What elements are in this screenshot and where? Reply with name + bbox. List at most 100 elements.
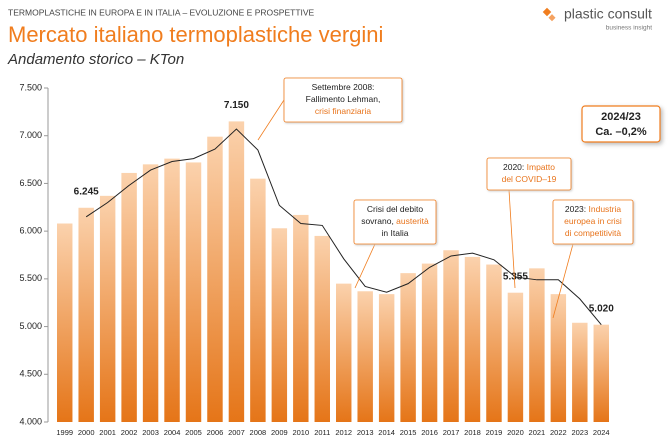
x-tick-label: 1999 (56, 428, 73, 437)
annotation-box (283, 77, 403, 123)
annotation-pointer (354, 243, 376, 289)
x-tick-label: 2011 (314, 428, 330, 437)
annotation-segment: del COVID–19 (502, 174, 557, 184)
bar (271, 228, 288, 422)
bar (507, 292, 524, 422)
bar (357, 291, 373, 422)
annotation-segment: Crisi del debito (367, 204, 423, 214)
x-tick-label: 2020 (507, 428, 524, 437)
x-tick-label: 2007 (228, 428, 245, 437)
bar (99, 195, 116, 422)
annotation-pointer (552, 243, 574, 319)
callout: 2024/23 Ca. –0,2% (581, 105, 661, 143)
callout-text: Ca. –0,2% (595, 126, 647, 138)
logo: plastic consult business insight (542, 6, 652, 32)
callout-title: 2024/23 (601, 111, 641, 123)
annotation-segment: crisi finanziaria (315, 106, 371, 116)
annotation-segment: sovrano, (361, 216, 396, 226)
x-tick-label: 2010 (292, 428, 309, 437)
x-tick-label: 2000 (78, 428, 95, 437)
bar (293, 214, 309, 422)
y-tick-label: 4.000 (19, 416, 42, 426)
x-tick-label: 2024 (593, 428, 610, 437)
x-tick-label: 2005 (185, 428, 202, 437)
annotation-text: Fallimento Lehman, (306, 94, 381, 104)
annotation-segment: Industria (589, 204, 622, 214)
annotation-segment: europea in crisi (564, 216, 622, 226)
bar (421, 263, 438, 422)
x-tick-label: 2002 (121, 428, 138, 437)
y-tick-label: 5.500 (19, 273, 42, 283)
bar (142, 164, 159, 423)
annotation-segment: Impatto (527, 162, 556, 172)
bar (250, 178, 266, 422)
chart-title: Mercato italiano termoplastiche vergini (8, 22, 383, 47)
x-tick-label: 2001 (99, 428, 116, 437)
bar (164, 158, 180, 423)
bar (207, 136, 223, 422)
annotation-pointer (257, 99, 285, 141)
value-label: 5.355 (503, 271, 528, 282)
bar (593, 324, 609, 422)
x-tick-label: 2003 (142, 428, 159, 437)
annotation-box (486, 157, 572, 191)
annotation-segment: Settembre 2008: (312, 82, 375, 92)
value-label: 6.245 (74, 186, 99, 197)
annotation-segment: 2023: (565, 204, 589, 214)
annotation-segment: di competitività (565, 228, 621, 238)
x-tick-label: 2022 (550, 428, 567, 437)
x-tick-label: 2015 (400, 428, 417, 437)
x-tick-label: 2019 (486, 428, 503, 437)
annotation-text: del COVID–19 (502, 174, 557, 184)
annotation-text: crisi finanziaria (315, 106, 371, 116)
y-tick-label: 5.000 (19, 321, 42, 331)
annotation: Crisi del debito sovrano, austerità in Ita… (353, 199, 437, 289)
x-tick-label: 2023 (571, 428, 588, 437)
bar (486, 264, 502, 422)
x-tick-label: 2008 (250, 428, 267, 437)
bar (78, 207, 94, 422)
annotation: Settembre 2008: Fallimento Lehman, crisi f… (257, 77, 403, 141)
bar (443, 250, 459, 422)
x-tick-label: 2013 (357, 428, 374, 437)
x-tick-label: 2012 (335, 428, 352, 437)
annotation-segment: 2020: (503, 162, 527, 172)
bar (228, 121, 245, 423)
bar (572, 322, 588, 422)
annotation-text: Crisi del debito (367, 204, 423, 214)
x-tick-label: 2009 (271, 428, 288, 437)
x-tick-label: 2006 (207, 428, 224, 437)
x-tick-label: 2014 (378, 428, 395, 437)
annotation-segment: austerità (396, 216, 429, 226)
bar (550, 294, 567, 422)
annotation-text: 2023: Industria (565, 204, 622, 214)
annotation-text: 2020: Impatto (503, 162, 555, 172)
annotation-text: Settembre 2008: (312, 82, 375, 92)
bar (464, 256, 481, 422)
y-tick-label: 7.000 (19, 130, 42, 140)
y-tick-label: 6.500 (19, 178, 42, 188)
annotation: 2023: Industria europea in crisi di compet… (552, 199, 634, 319)
x-tick-label: 2018 (464, 428, 481, 437)
header: TERMOPLASTICHE IN EUROPA E IN ITALIA – E… (8, 7, 315, 17)
x-tick-label: 2004 (164, 428, 181, 437)
annotation: 2020: Impatto del COVID–19 (486, 157, 572, 289)
annotation-segment: Fallimento Lehman, (306, 94, 381, 104)
annotation-box (552, 199, 634, 245)
y-tick-label: 4.500 (19, 369, 42, 379)
value-label: 7.150 (224, 100, 249, 111)
y-tick-label: 6.000 (19, 226, 42, 236)
value-label: 5.020 (589, 303, 614, 314)
bar (121, 172, 137, 422)
annotation-box (353, 199, 437, 245)
bar (529, 268, 545, 422)
x-tick-label: 2017 (443, 428, 460, 437)
y-tick-label: 7.500 (19, 82, 42, 92)
logo-tagline: business insight (606, 25, 652, 32)
annotation-segment: in Italia (382, 228, 409, 238)
trend-line (85, 128, 602, 325)
annotation-text: sovrano, austerità (361, 216, 429, 226)
logo-name: plastic consult (564, 6, 652, 22)
chart-subtitle: Andamento storico – KTon (7, 51, 184, 68)
bar (185, 162, 202, 423)
